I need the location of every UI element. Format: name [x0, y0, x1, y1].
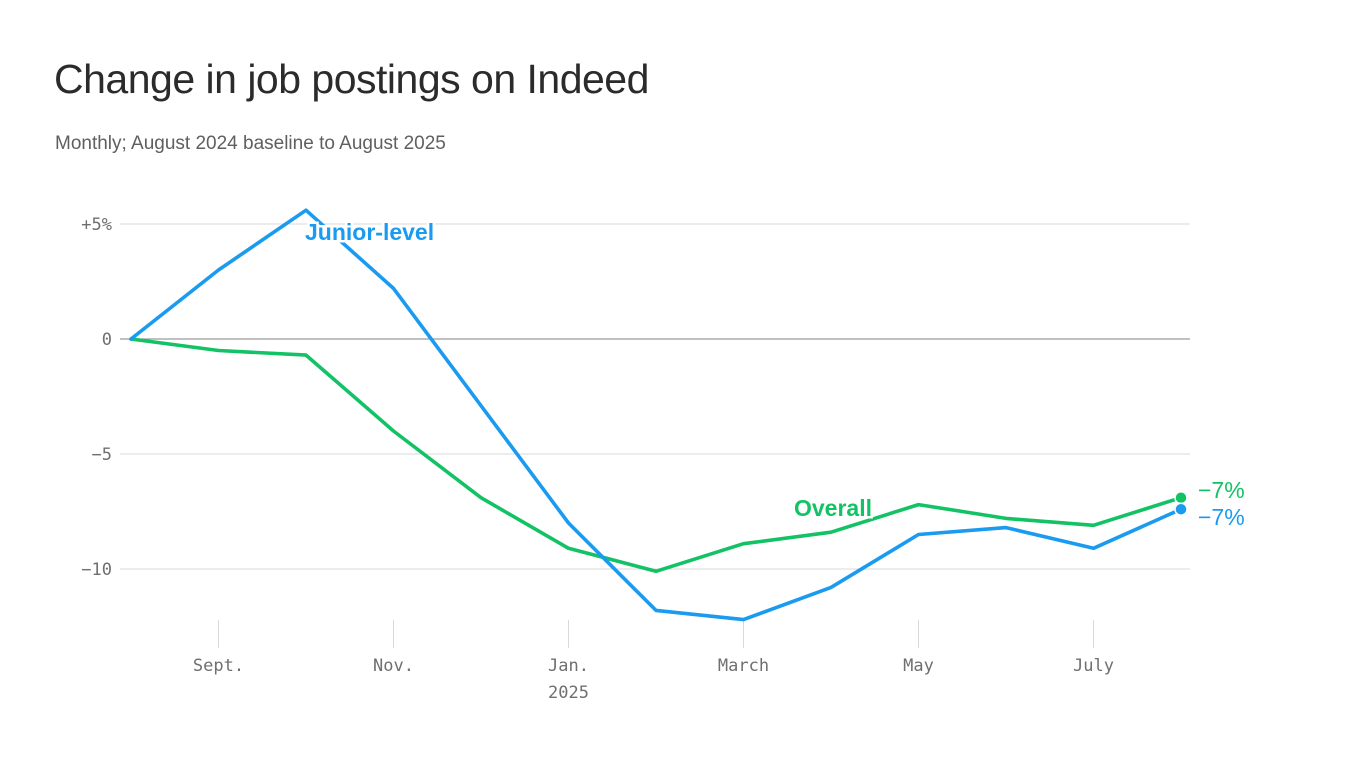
series-label-overall: Overall	[794, 495, 872, 521]
x-tick-label: Sept.	[193, 656, 244, 676]
end-label-junior-level: −7%	[1198, 504, 1245, 530]
chart-subtitle: Monthly; August 2024 baseline to August …	[55, 133, 446, 154]
gridlines	[120, 223, 1190, 570]
x-tick-label: May	[903, 656, 934, 676]
x-tick-label: Jan.	[548, 656, 589, 676]
y-tick-label: +5%	[81, 215, 112, 235]
x-tick-sublabel: 2025	[548, 683, 589, 703]
series-line-overall	[129, 337, 1183, 574]
y-axis-tick-labels: +5% 0 −5 −10	[81, 215, 112, 580]
x-tick-label: Nov.	[373, 656, 414, 676]
chart-title: Change in job postings on Indeed	[54, 56, 649, 102]
y-tick-label: −5	[92, 445, 112, 465]
x-tick-label: July	[1073, 656, 1114, 676]
series-labels: Junior-level Overall −7% −7%	[303, 217, 1245, 531]
series-line-junior-level	[129, 208, 1183, 622]
y-tick-label: 0	[102, 330, 112, 350]
end-point-junior-level	[1174, 502, 1188, 516]
series-label-junior-level: Junior-level	[305, 219, 434, 245]
series-lines	[129, 208, 1188, 622]
x-tick-label: March	[718, 656, 769, 676]
x-axis-ticks: Sept. Nov. Jan. 2025 March May July	[193, 620, 1114, 703]
y-tick-label: −10	[81, 560, 112, 580]
end-point-overall	[1174, 490, 1188, 505]
end-label-overall: −7%	[1198, 477, 1245, 503]
